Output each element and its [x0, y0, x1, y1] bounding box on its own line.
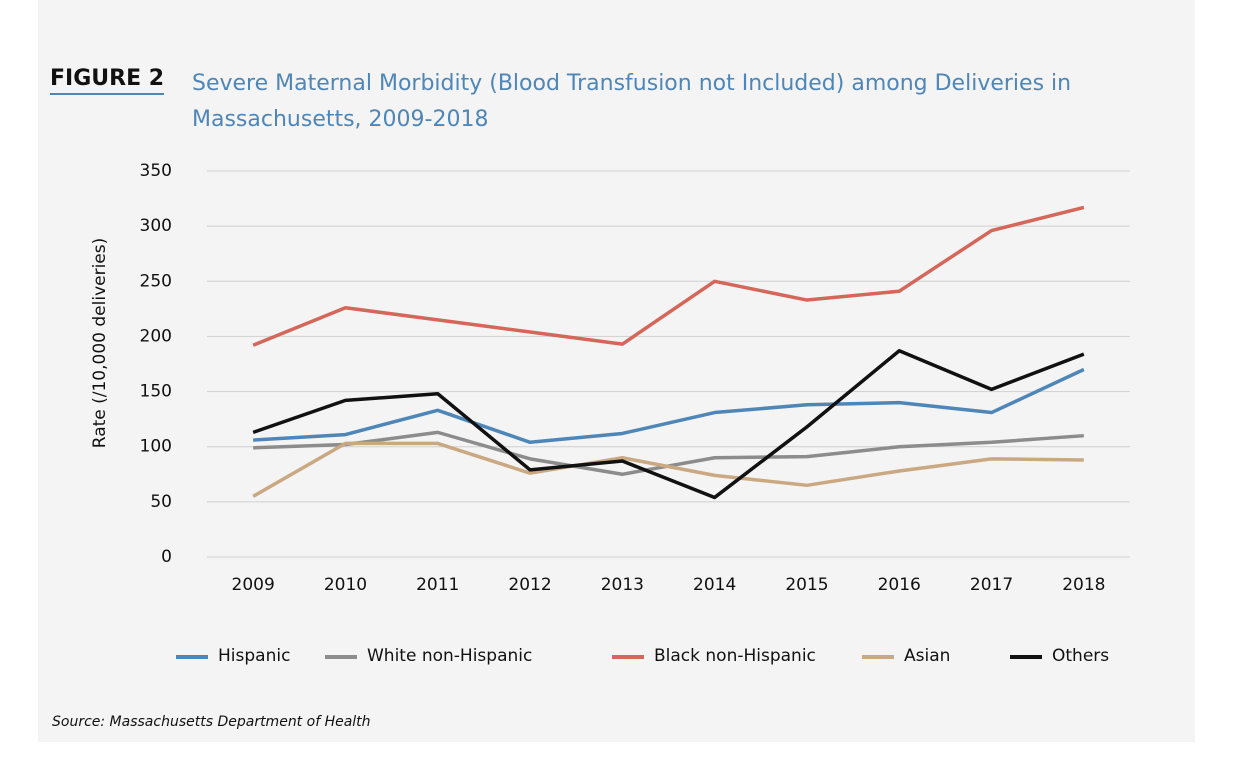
figure-label: FIGURE 2	[50, 66, 165, 95]
y-tick-label: 50	[150, 492, 172, 512]
legend-label: Black non-Hispanic	[654, 646, 816, 666]
x-tick-label: 2010	[324, 575, 367, 595]
x-tick-label: 2014	[693, 575, 736, 595]
y-axis-label: Rate (/10,000 deliveries)	[90, 238, 110, 449]
y-tick-label: 300	[140, 216, 172, 236]
x-tick-label: 2012	[508, 575, 551, 595]
series-line	[252, 205, 1085, 347]
series-line	[252, 349, 1085, 500]
x-tick-label: 2018	[1062, 575, 1105, 595]
source: Source: Massachusetts Department of Heal…	[52, 714, 371, 730]
y-tick-label: 200	[140, 326, 172, 346]
y-tick-label: 250	[140, 271, 172, 291]
x-tick-label: 2009	[232, 575, 275, 595]
legend-label: White non-Hispanic	[367, 646, 532, 666]
x-tick-label: 2013	[601, 575, 644, 595]
series-line	[252, 441, 1084, 498]
y-tick-label: 0	[161, 547, 172, 567]
x-tick-label: 2015	[785, 575, 828, 595]
legend-label: Hispanic	[218, 646, 290, 666]
panel	[38, 0, 1195, 742]
x-tick-label: 2016	[878, 575, 921, 595]
y-tick-label: 100	[140, 437, 172, 457]
chart-title: Severe Maternal Morbidity (Blood Transfu…	[192, 71, 1072, 132]
y-tick-label: 350	[140, 161, 172, 181]
x-tick-label: 2017	[970, 575, 1013, 595]
series-line	[253, 367, 1085, 445]
legend-label: Asian	[904, 646, 950, 666]
x-tick-label: 2011	[416, 575, 459, 595]
y-tick-label: 150	[140, 382, 172, 402]
legend-label: Others	[1052, 646, 1109, 666]
